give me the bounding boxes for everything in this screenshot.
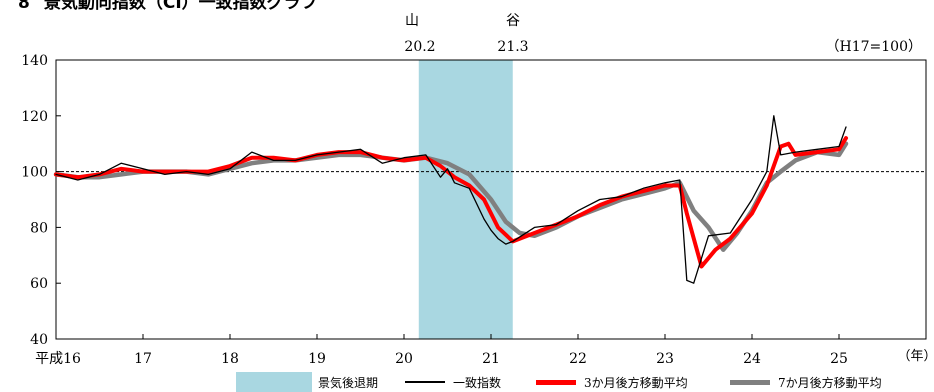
legend-swatch-ma3 [536, 379, 576, 385]
x-tick-label: 20 [395, 351, 413, 367]
y-tick-label: 100 [21, 165, 48, 181]
y-tick-label: 120 [21, 109, 48, 125]
legend-label-recession: 景気後退期 [318, 375, 379, 390]
recession-band [418, 60, 513, 339]
legend-item-ci: 一致指数 [405, 372, 501, 392]
trough-value: 21.3 [497, 39, 528, 55]
x-tick-label: 18 [221, 351, 239, 367]
legend-label-ma7: 7か月後方移動平均 [778, 375, 882, 390]
y-tick-label: 60 [30, 276, 48, 292]
series-layer [53, 115, 849, 284]
peak-value: 20.2 [404, 39, 435, 55]
trough-label: 谷 [506, 13, 520, 29]
chart-number: 8 [18, 0, 30, 13]
legend-swatch-ma7 [730, 379, 770, 385]
x-tick-label: 平成16 [35, 351, 81, 367]
legend: 景気後退期 一致指数 3か月後方移動平均 7か月後方移動平均 [0, 372, 934, 392]
legend-label-ma3: 3か月後方移動平均 [584, 375, 688, 390]
x-tick-label: 23 [656, 351, 674, 367]
axis-layer: 40 60 80 100 120 140 平成16 17 18 19 20 21 22 23 24 25 [21, 53, 927, 367]
series-line-ma3 [54, 136, 848, 269]
legend-item-ma7: 7か月後方移動平均 [730, 372, 882, 392]
x-tick-label: 17 [134, 351, 152, 367]
x-tick-label: 22 [569, 351, 587, 367]
legend-swatch-recession [236, 372, 312, 392]
base-note: （H17=100） [826, 39, 922, 55]
legend-swatch-ci [405, 381, 445, 383]
x-unit-label: （年） [897, 349, 934, 364]
y-tick-label: 40 [30, 332, 48, 348]
legend-item-recession: 景気後退期 [236, 372, 378, 392]
y-tick-label: 140 [21, 53, 48, 69]
chart-title-text: 景気動向指数（CI）一致指数グラフ [43, 0, 318, 13]
peak-label: 山 [405, 13, 419, 29]
x-tick-label: 21 [482, 351, 500, 367]
x-tick-label: 24 [743, 351, 761, 367]
legend-item-ma3: 3か月後方移動平均 [536, 372, 688, 392]
chart-title: 8 景気動向指数（CI）一致指数グラフ [18, 0, 332, 13]
series-line-ci [55, 115, 847, 284]
x-tick-label: 19 [308, 351, 326, 367]
legend-label-ci: 一致指数 [453, 375, 502, 390]
y-tick-label: 80 [30, 220, 48, 236]
x-tick-label: 25 [830, 351, 848, 367]
